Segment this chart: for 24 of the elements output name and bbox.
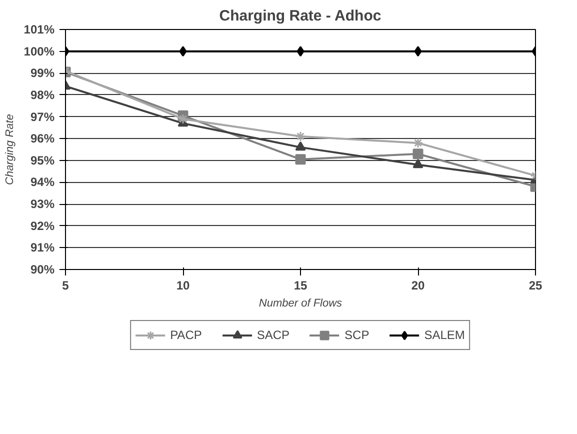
legend-label: SALEM bbox=[424, 328, 465, 342]
y-tick-label: 99% bbox=[30, 66, 55, 80]
y-tick-label: 93% bbox=[30, 197, 55, 212]
y-tick-label: 100% bbox=[24, 44, 55, 58]
x-tick-label: 20 bbox=[411, 278, 425, 292]
legend-label: SACP bbox=[256, 328, 290, 342]
x-tick-label: 10 bbox=[176, 278, 190, 292]
y-tick-label: 98% bbox=[30, 88, 55, 102]
y-tick-label: 96% bbox=[30, 132, 55, 146]
chart-title: Charging Rate - Adhoc bbox=[219, 8, 382, 24]
x-tick-label: 15 bbox=[294, 278, 308, 292]
x-axis-title: Number of Flows bbox=[258, 298, 343, 310]
y-tick-label: 101% bbox=[24, 22, 55, 36]
y-tick-label: 91% bbox=[30, 240, 55, 255]
x-tick-label: 5 bbox=[62, 278, 70, 292]
legend-label: SCP bbox=[344, 328, 370, 342]
y-tick-label: 97% bbox=[30, 110, 55, 124]
y-axis-title: Charging Rate bbox=[4, 114, 16, 185]
legend-label: PACP bbox=[170, 328, 202, 342]
y-tick-label: 95% bbox=[30, 153, 55, 168]
x-tick-label: 25 bbox=[528, 278, 542, 292]
y-tick-label: 94% bbox=[30, 175, 55, 190]
y-tick-label: 90% bbox=[30, 262, 55, 276]
y-tick-label: 92% bbox=[30, 218, 55, 233]
